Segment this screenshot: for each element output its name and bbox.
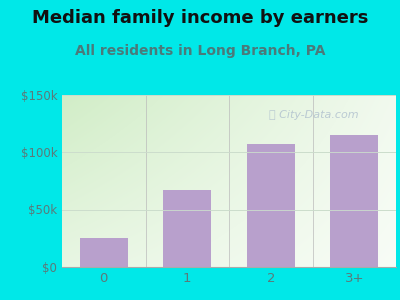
Text: All residents in Long Branch, PA: All residents in Long Branch, PA — [75, 44, 325, 58]
Bar — [80, 238, 128, 267]
Text: ⓘ City-Data.com: ⓘ City-Data.com — [269, 110, 359, 120]
Bar — [330, 135, 378, 267]
Text: Median family income by earners: Median family income by earners — [32, 9, 368, 27]
Bar — [246, 144, 295, 267]
Bar — [163, 190, 212, 267]
